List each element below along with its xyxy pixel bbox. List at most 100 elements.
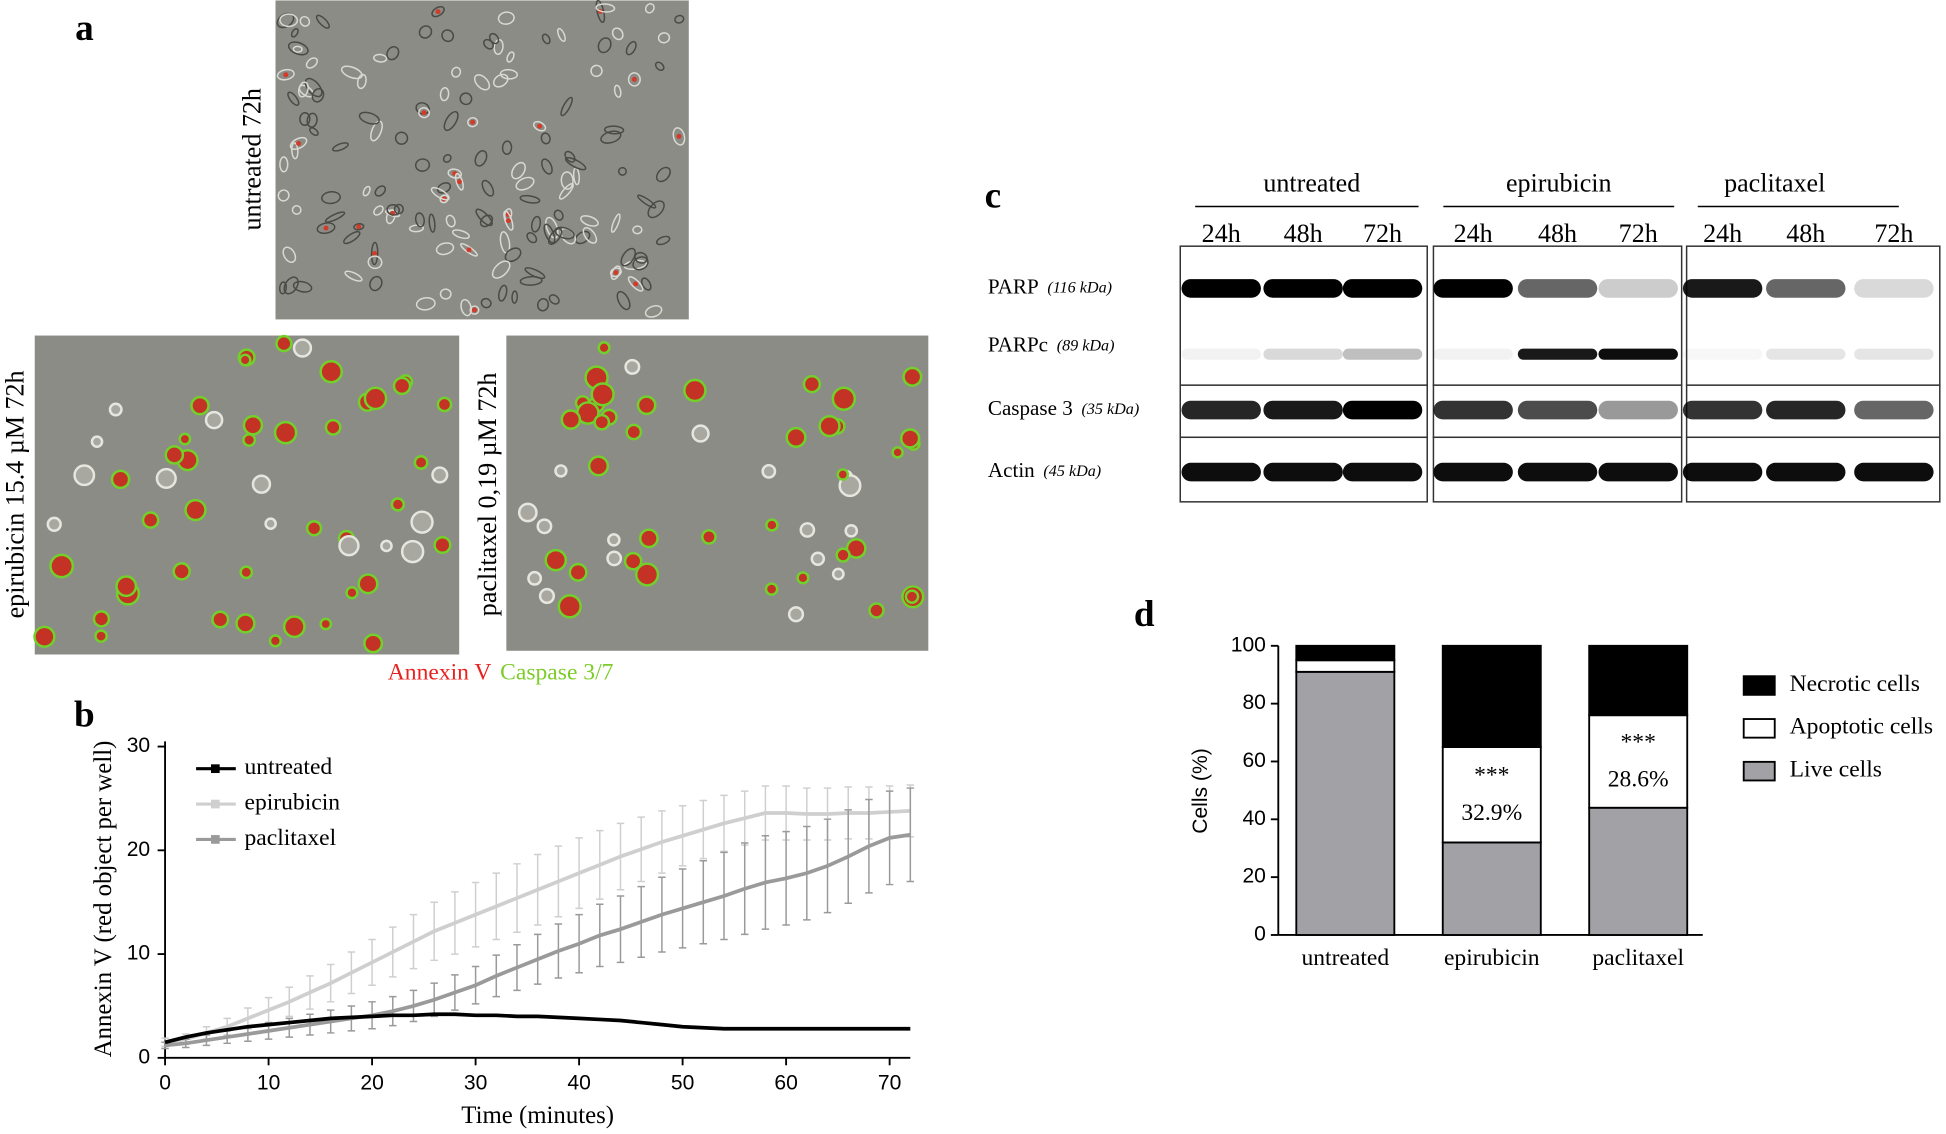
cell (414, 158, 431, 172)
cell (595, 3, 616, 13)
protein-size: (35 kDa) (1081, 401, 1139, 418)
x-tick-label: 10 (257, 1071, 280, 1094)
annotation: 32.9% (1461, 800, 1522, 826)
stain-dot (283, 72, 289, 78)
cell (497, 11, 515, 25)
x-tick-label: 50 (671, 1071, 694, 1094)
stain-label: Annexin V (388, 660, 492, 686)
cell (290, 28, 299, 38)
cell (292, 45, 303, 53)
bar-segment (1588, 714, 1689, 809)
cell (443, 110, 459, 132)
cell (597, 37, 612, 54)
cell (110, 469, 131, 490)
group-label: epirubicin (1506, 168, 1612, 197)
cell (600, 130, 622, 144)
blot-band (1854, 462, 1934, 482)
legend-swatch (1742, 718, 1776, 739)
y-tick-label: 60 (1242, 749, 1265, 772)
cell (481, 179, 495, 197)
row-label: Actin (45 kDa) (988, 458, 1101, 482)
cell (319, 359, 343, 384)
cell (305, 520, 323, 537)
row-label: PARPc (89 kDa) (988, 333, 1115, 357)
cell (436, 182, 452, 194)
cell (304, 77, 323, 98)
cell (810, 551, 826, 567)
time-label: 72h (1874, 219, 1913, 248)
cell (683, 378, 707, 403)
blot-band (1854, 348, 1934, 360)
cell (459, 92, 473, 106)
cell (644, 305, 663, 318)
cell (321, 191, 341, 205)
cell (623, 551, 643, 571)
cell (353, 222, 365, 231)
blot-band (1517, 348, 1598, 360)
cell (541, 158, 553, 175)
cell (235, 613, 256, 634)
series-line (164, 1012, 911, 1045)
cell (474, 150, 488, 167)
cell (503, 210, 514, 231)
blot-band (1517, 279, 1598, 298)
cell (835, 547, 851, 563)
cell (593, 413, 611, 431)
cell (764, 582, 779, 596)
cell (273, 420, 298, 445)
cell (836, 468, 850, 481)
micrograph (506, 335, 929, 651)
time-label: 24h (1703, 219, 1742, 248)
cell (580, 215, 599, 227)
cell (818, 414, 841, 438)
cell (611, 27, 624, 41)
blot-band (1517, 462, 1598, 482)
bar-segment (1441, 644, 1542, 748)
blot-band (1263, 462, 1343, 482)
cell (536, 518, 553, 535)
cell (554, 226, 575, 240)
cell (610, 265, 622, 280)
cell (370, 241, 379, 266)
cell (324, 211, 346, 223)
cell (410, 510, 434, 534)
cell (367, 255, 383, 270)
cell (627, 276, 644, 292)
cell (297, 81, 309, 98)
cell (33, 625, 56, 648)
cell (632, 225, 643, 235)
cell (242, 414, 264, 436)
cell (526, 232, 538, 244)
cell (278, 281, 288, 295)
legend-label: untreated (244, 754, 332, 780)
stain-dot (372, 250, 378, 256)
cell (439, 86, 450, 102)
stain-label: Caspase 3/7 (500, 660, 613, 686)
cell (413, 455, 429, 470)
stain-dot (356, 224, 362, 230)
blot-band (1682, 400, 1763, 420)
cell (564, 156, 587, 171)
cell (374, 185, 387, 197)
cell (380, 539, 393, 553)
stain-dot (471, 307, 477, 313)
legend-label: Live cells (1790, 757, 1882, 783)
x-tick-label: 0 (159, 1071, 171, 1094)
annotation: 28.6% (1608, 767, 1669, 793)
cell (356, 73, 367, 90)
cell (400, 539, 425, 564)
cell (384, 209, 401, 218)
cell (761, 463, 777, 479)
protein-name: PARPc (988, 333, 1048, 357)
cell (141, 511, 160, 529)
cell (155, 467, 177, 490)
cell (540, 132, 551, 145)
cell (282, 615, 306, 639)
cell (441, 29, 455, 43)
cell (345, 586, 359, 600)
cell (655, 166, 671, 183)
x-tick-label: paclitaxel (1592, 945, 1684, 971)
cell (338, 534, 360, 557)
cell (802, 374, 822, 394)
